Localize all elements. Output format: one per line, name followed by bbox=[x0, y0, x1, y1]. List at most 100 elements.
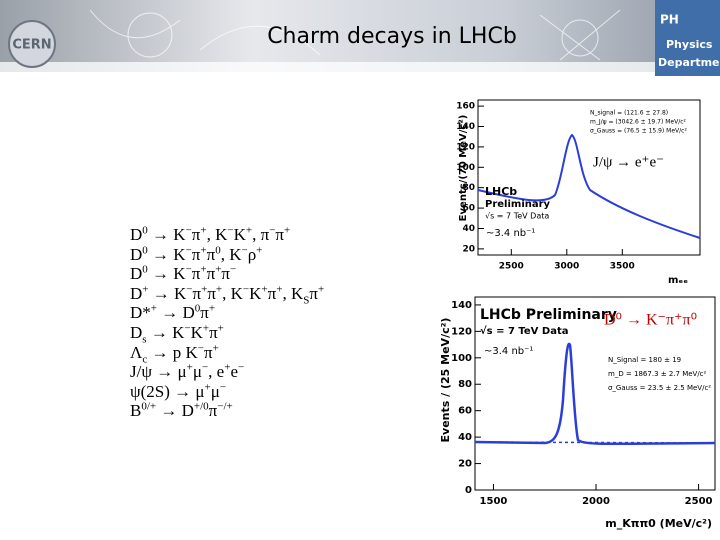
decay-text: + bbox=[204, 381, 211, 394]
decay-text: π bbox=[192, 283, 202, 303]
decay-text: 0 bbox=[215, 243, 221, 256]
plot-frame bbox=[477, 99, 701, 256]
legend-text: LHCb Preliminary bbox=[480, 307, 617, 323]
decay-text: − bbox=[185, 263, 192, 276]
decay-text: + bbox=[200, 263, 207, 276]
decay-text: 0 bbox=[142, 224, 148, 237]
decay-line: D0 → K−π+π+π− bbox=[130, 264, 324, 284]
y-axis-label: Events / (25 MeV/c²) bbox=[439, 318, 452, 443]
decay-text: → D bbox=[157, 303, 195, 323]
decay-text: D* bbox=[130, 303, 151, 323]
decay-text: + bbox=[215, 263, 222, 276]
decay-text: − bbox=[230, 263, 237, 276]
slide-title: Charm decays in LHCb bbox=[267, 24, 517, 49]
luminosity-label: ~3.4 nb⁻¹ bbox=[484, 346, 533, 357]
y-tick-label: 40 bbox=[458, 432, 472, 443]
y-tick-label: 120 bbox=[451, 326, 472, 337]
legend-text: √s = 7 TeV Data bbox=[480, 325, 568, 337]
cern-logo-text: CERN bbox=[12, 38, 51, 53]
plot-annotation: D⁰ → K⁻π⁺π⁰ bbox=[604, 312, 697, 329]
decay-text: 0 bbox=[142, 243, 148, 256]
decay-text: + bbox=[317, 283, 325, 296]
decay-text: B bbox=[130, 401, 142, 421]
dept-logo bbox=[655, 0, 720, 76]
y-tick-label: 120 bbox=[456, 142, 475, 152]
y-tick-label: 60 bbox=[458, 406, 472, 417]
decay-text: → p K bbox=[147, 342, 198, 362]
stats-text: N_Signal = 180 ± 19 bbox=[608, 356, 681, 364]
decay-line: D+ → K−π+π+, K−K+π+, KSπ+ bbox=[130, 283, 325, 306]
decay-line: D0 → K−π+, K−K+, π−π+ bbox=[130, 225, 324, 245]
decay-text: K bbox=[190, 322, 203, 342]
decay-text: − bbox=[227, 224, 234, 237]
x-tick-label: 3000 bbox=[554, 262, 579, 272]
dept-logo-text: PH bbox=[660, 13, 679, 27]
plot-d0: Events / (25 MeV/c²) m_Kππ0 (MeV/c²) LHC… bbox=[439, 296, 716, 530]
legend-text: LHCb bbox=[485, 185, 517, 198]
decay-text: + bbox=[284, 224, 291, 237]
stats-text: m_D = 1867.3 ± 2.7 MeV/c² bbox=[608, 370, 707, 378]
x-tick-label: 1500 bbox=[480, 496, 508, 507]
x-axis-label: mₑₑ bbox=[668, 275, 688, 286]
decay-text: − bbox=[201, 361, 209, 374]
decay-text: D bbox=[130, 264, 143, 284]
dept-logo-text: Department bbox=[658, 56, 720, 69]
decay-text: π bbox=[275, 225, 284, 244]
decay-text: J/ψ → μ bbox=[130, 362, 187, 382]
decay-text: 0 bbox=[194, 302, 201, 315]
y-tick-label: 160 bbox=[456, 102, 475, 112]
decay-text: π bbox=[203, 342, 213, 362]
decay-text: + bbox=[200, 224, 207, 237]
decay-text: − bbox=[237, 361, 245, 374]
decay-text: , K bbox=[206, 225, 228, 244]
decay-text: −/+ bbox=[217, 400, 233, 413]
decay-text: D bbox=[130, 322, 143, 342]
y-tick-label: 80 bbox=[458, 379, 472, 390]
decay-text: , e bbox=[208, 362, 225, 382]
decay-text: K bbox=[249, 283, 262, 303]
y-tick-label: 100 bbox=[451, 353, 472, 364]
decay-text: + bbox=[201, 283, 208, 296]
decay-text: π bbox=[206, 244, 216, 264]
decay-list: D0 → K−π+, K−K+, π−π+ D0 → K−π+π0, K−ρ+ D0… bbox=[130, 225, 324, 421]
y-tick-label: 100 bbox=[456, 163, 475, 173]
decay-line: ψ(2S) → μ+μ− bbox=[130, 382, 324, 402]
decay-text: D bbox=[130, 283, 143, 303]
decay-text: − bbox=[186, 283, 193, 296]
stats-text: N_signal = (121.6 ± 27.8) bbox=[590, 110, 668, 117]
decay-text: + bbox=[276, 283, 283, 296]
decay-line: D0 → K−π+π0, K−ρ+ bbox=[130, 243, 324, 265]
decay-text: 0/+ bbox=[141, 400, 157, 413]
decay-text: +/0 bbox=[193, 400, 209, 413]
x-tick-label: 2500 bbox=[499, 262, 524, 272]
decay-text: + bbox=[186, 361, 193, 374]
decay-text: + bbox=[245, 224, 253, 237]
decay-text: , K bbox=[222, 283, 243, 303]
decay-line: Ds → K−K+π+ bbox=[130, 322, 324, 345]
dept-logo-text: Physics bbox=[666, 38, 713, 51]
decay-text: π bbox=[209, 322, 218, 342]
decay-text: D bbox=[130, 225, 143, 244]
header-decor bbox=[89, 9, 621, 61]
plot-annotation: J/ψ → e⁺e⁻ bbox=[593, 154, 664, 170]
decay-text: π bbox=[207, 283, 216, 303]
x-tick-label: 2500 bbox=[685, 496, 713, 507]
decay-text: → K bbox=[146, 322, 185, 342]
luminosity-label: ~3.4 nb⁻¹ bbox=[486, 228, 535, 239]
plot-frame bbox=[474, 296, 716, 491]
decay-text: D bbox=[130, 244, 143, 264]
decay-text: π bbox=[200, 303, 209, 323]
header: CERN Charm decays in LHCb PH Physics Dep… bbox=[0, 0, 720, 76]
decay-line: B0/+ → D+/0π−/+ bbox=[130, 401, 324, 421]
y-tick-label: 60 bbox=[462, 204, 475, 214]
y-tick-label: 20 bbox=[458, 459, 472, 470]
header-fade bbox=[0, 62, 720, 74]
decay-text: + bbox=[212, 341, 219, 354]
decay-text: − bbox=[185, 243, 192, 256]
decay-text: + bbox=[215, 283, 223, 296]
decay-line: J/ψ → μ+μ−, e+e− bbox=[130, 362, 324, 382]
decay-line: Λc → p K−π+ bbox=[130, 341, 324, 364]
stats-text: σ_Gauss = 23.5 ± 2.5 MeV/c² bbox=[608, 384, 711, 392]
decay-line: D*+ → D0π+ bbox=[130, 303, 324, 323]
